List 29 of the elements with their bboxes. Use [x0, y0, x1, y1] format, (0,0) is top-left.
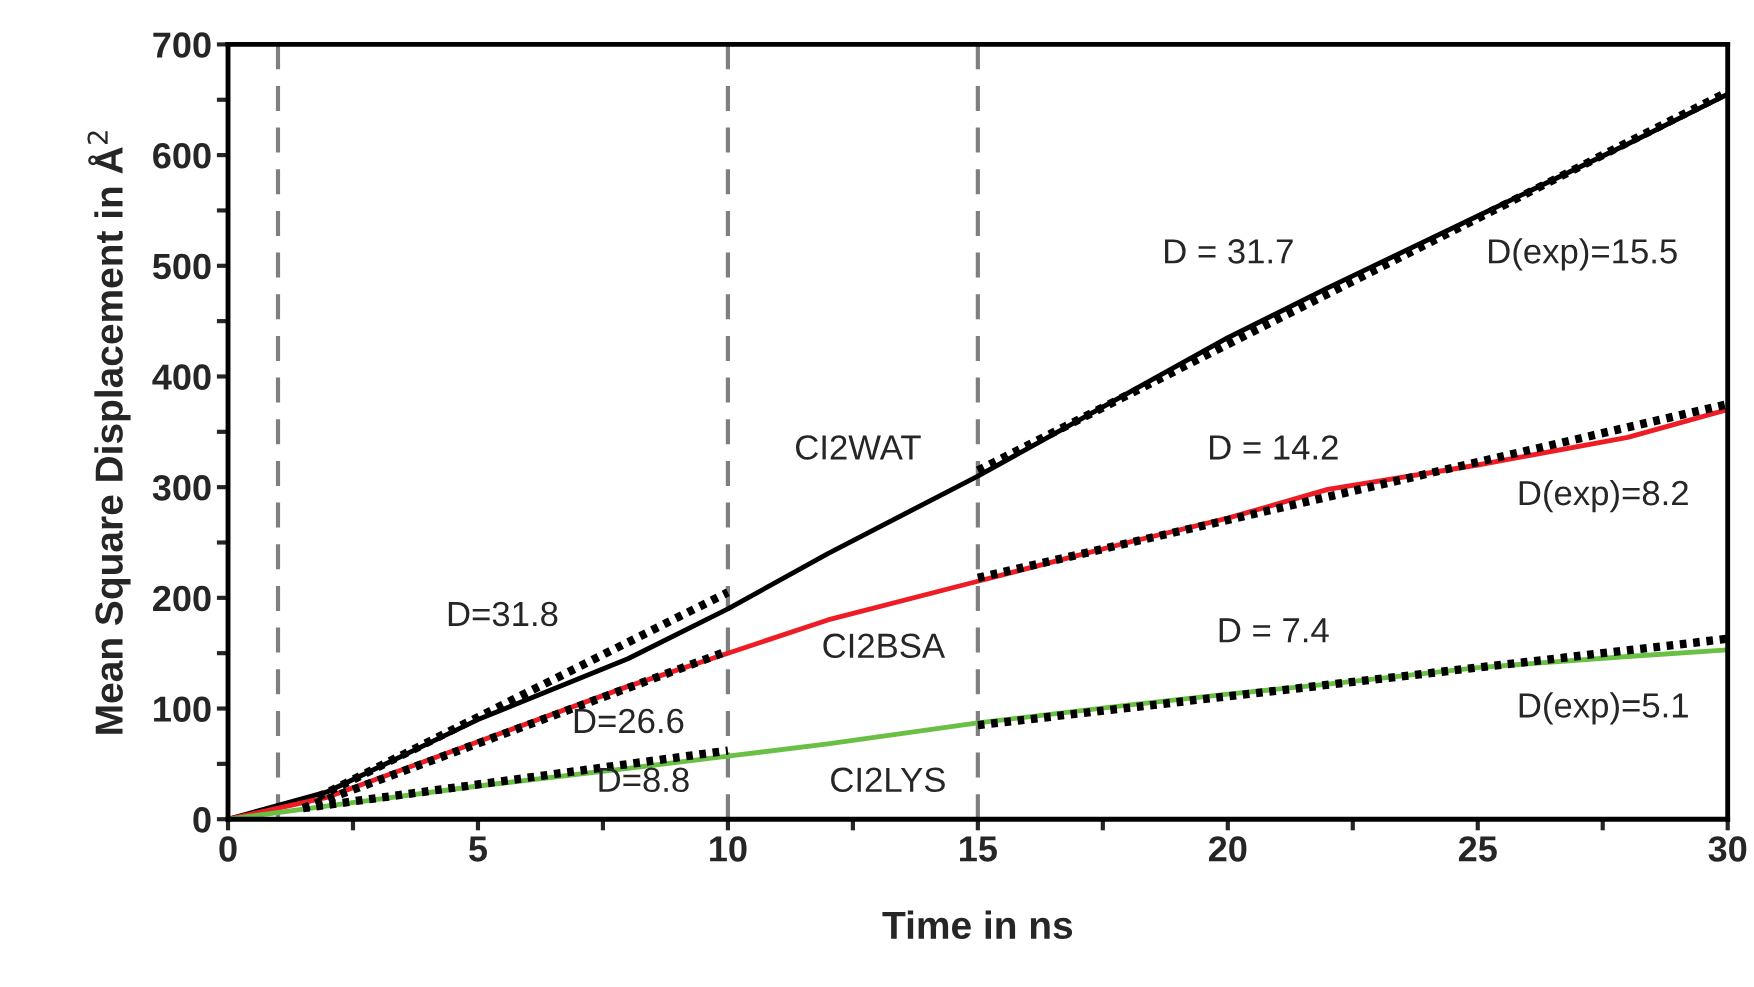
y-tick-label: 200 — [153, 585, 211, 612]
y-tick-label: 500 — [152, 253, 211, 280]
annotation: D = 31.7 — [1165, 239, 1293, 264]
x-tick-label: 25 — [1458, 836, 1497, 862]
annotation: D=31.8 — [448, 601, 558, 627]
x-tick-label: 20 — [1208, 836, 1247, 862]
annotation: D=8.8 — [599, 767, 689, 793]
x-axis-title: Time in ns — [882, 910, 1073, 940]
annotation: D(exp)=5.1 — [1519, 692, 1688, 725]
annotation: D = 7.4 — [1219, 618, 1329, 643]
x-tick-label: 5 — [469, 836, 487, 862]
annotation: D = 14.2 — [1210, 435, 1338, 460]
annotation: D=26.6 — [574, 708, 684, 734]
y-tick-label: 600 — [153, 142, 211, 169]
x-tick-label: 0 — [219, 836, 237, 862]
series-label: CI2WAT — [795, 435, 921, 460]
series-label: CI2LYS — [831, 767, 945, 793]
x-tick-label: 10 — [710, 836, 747, 862]
series-label: CI2BSA — [823, 633, 946, 659]
annotation: D(exp)=8.2 — [1519, 479, 1688, 513]
y-tick-label: 400 — [152, 364, 211, 390]
y-tick-label: 0 — [193, 807, 211, 833]
annotation: D(exp)=15.5 — [1489, 238, 1677, 271]
y-tick-label: 300 — [152, 475, 211, 501]
x-tick-label: 15 — [960, 836, 997, 862]
x-tick-label: 30 — [1708, 836, 1747, 862]
y-axis-title: Mean Square Displacement in Å$^{2}$ — [87, 131, 131, 734]
y-tick-label: 100 — [154, 696, 211, 722]
y-tick-label: 700 — [153, 32, 211, 58]
